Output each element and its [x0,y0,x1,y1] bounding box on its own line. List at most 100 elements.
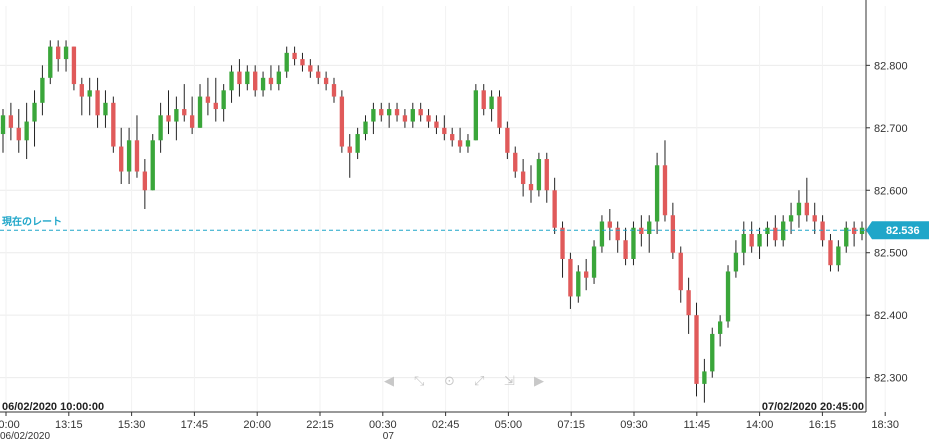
candle-bear [142,171,148,191]
candle-bear [79,84,84,97]
scroll-right-icon[interactable]: ▶ [534,374,544,389]
candle-bear [773,227,778,241]
price-tick-label: 82.400 [874,310,908,322]
candle-bear [205,96,211,103]
time-sub-label: 07 [383,431,395,442]
candle-bear [678,252,683,291]
candle-bull [158,115,163,141]
candle-bull [386,109,392,116]
candle-bull [103,102,108,116]
candle-bull [48,46,53,78]
candle-bear [804,202,810,216]
price-tick-label: 82.600 [874,185,908,197]
time-tick-label: 15:30 [118,419,146,431]
time-tick-label: 09:30 [620,419,648,431]
candle-bear [584,271,589,278]
candle-bear [639,227,644,234]
candle-bull [647,221,652,234]
time-tick-label: 22:15 [306,419,334,431]
zoom-out-icon[interactable]: ⤢ [474,374,484,389]
candle-bear [670,215,676,253]
candle-bear [426,115,431,122]
candle-bear [497,96,502,128]
candle-bear [111,102,116,147]
candle-bear [95,90,100,116]
range-end-label: 07/02/2020 20:45:00 [762,401,864,413]
candle-bull [591,246,597,278]
candle-bear [292,52,297,60]
candle-bear [812,215,817,222]
price-tick-label: 82.300 [874,373,908,385]
candle-bear [505,127,510,153]
candle-bull [473,90,479,141]
candle-bull [87,90,92,97]
candle-bear [55,46,61,60]
current-rate-value: 82.536 [886,225,920,237]
candle-bear [623,240,628,259]
candle-bear [71,46,77,85]
time-tick-labels: 10:00 13:15 15:30 17:45 20:00 22:15 00:30 02:45… [0,412,899,442]
current-rate-badge [866,221,929,240]
candle-bull [410,109,415,122]
chart-navigation: ◀ ⤡ ⊙ ⤢ ⇲ ▶ [384,374,544,389]
zoom-in-icon[interactable]: ⤡ [414,374,425,389]
candle-bear [339,96,345,147]
candle-bull [284,52,289,72]
candle-bear [119,146,124,172]
candle-bear [166,115,171,122]
candle-bear [694,315,699,384]
time-tick-label: 13:15 [55,419,83,431]
candle-bull [733,252,739,272]
candle-bear [213,102,218,110]
candle-bull [765,227,770,234]
candle-bull [63,46,69,60]
candle-bull [245,71,250,85]
candle-bear [552,190,557,228]
candle-bull [599,221,605,247]
candle-bear [253,71,258,91]
zoom-reset-icon[interactable]: ⊙ [444,374,455,389]
candle-bull [576,271,581,297]
candle-bear [686,290,691,316]
candle-bull [363,121,368,135]
candle-bear [394,109,400,116]
candle-bear [8,115,14,128]
candle-bull [150,140,155,191]
candle-bear [513,152,518,172]
candle-bull [859,227,865,234]
candle-bull [40,77,45,103]
current-rate-marker: 現在のレート 82.536 [0,215,929,240]
range-start-label: 06/02/2020 10:00:00 [2,401,104,413]
time-tick-label: 17:45 [181,419,209,431]
candle-bull [717,321,723,334]
candle-bear [450,134,455,141]
candle-bear [268,77,274,85]
candle-bull [836,246,841,266]
candle-bull [221,90,226,110]
candle-bull [32,102,37,122]
candle-bear [544,159,549,191]
candle-bear [189,115,195,128]
candle-bull [276,71,281,85]
candle-bull [174,109,179,122]
time-tick-label: 20:00 [243,419,271,431]
candle-bull [24,121,29,141]
time-tick-label: 00:30 [369,419,397,431]
candle-bear [402,115,408,122]
candle-bear [528,184,534,191]
candle-bull [489,96,494,110]
price-tick-label: 82.500 [874,248,908,260]
candle-bull [0,115,6,135]
candle-bear [347,146,352,153]
candle-bear [828,240,833,266]
candle-bull [197,96,203,128]
time-tick-label: 10:00 [0,419,20,431]
candle-bear [560,227,565,259]
time-tick-label: 11:45 [683,419,710,431]
time-sub-label: 06/02/2020 [0,431,50,442]
candle-bull [710,333,715,372]
scroll-left-icon[interactable]: ◀ [384,374,394,389]
fit-icon[interactable]: ⇲ [504,374,515,389]
candle-bear [308,65,313,72]
